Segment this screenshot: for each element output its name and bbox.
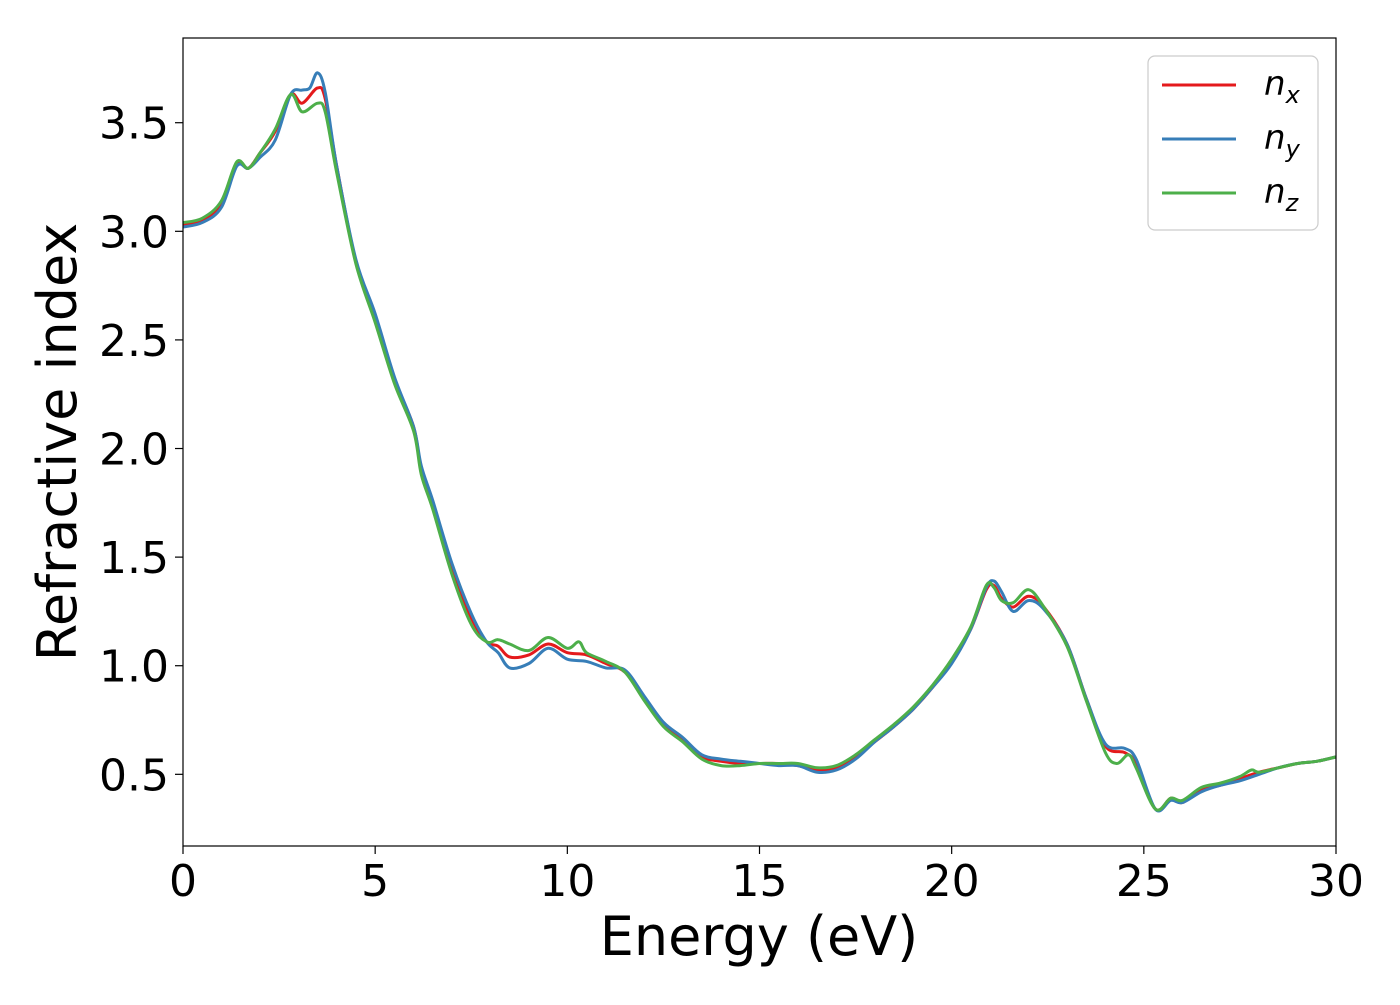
x-tick-label: 15	[732, 856, 788, 907]
series-line-y	[183, 71, 1336, 813]
y-axis-label: Refractive index	[26, 223, 89, 662]
y-tick-label: 3.5	[99, 99, 169, 150]
y-tick-label: 1.5	[99, 533, 169, 584]
x-tick-label: 30	[1308, 856, 1364, 907]
y-tick-label: 2.0	[99, 425, 169, 476]
x-tick-label: 5	[361, 856, 389, 907]
series-layer	[183, 71, 1336, 813]
x-tick-label: 0	[169, 856, 197, 907]
series-line-z	[183, 92, 1336, 812]
legend-label-z: nz	[1264, 172, 1300, 217]
legend-label-y: ny	[1264, 118, 1301, 163]
x-tick-label: 25	[1116, 856, 1172, 907]
x-tick-label: 20	[924, 856, 980, 907]
y-axis-ticks: 0.5 1.0 1.5 2.0 2.5 3.0 3.5	[99, 99, 183, 801]
y-tick-label: 2.5	[99, 316, 169, 367]
legend-box	[1147, 55, 1319, 231]
legend-items: nx ny nz	[1162, 64, 1301, 217]
x-axis-ticks: 0 5 10 15 20 25 30	[169, 846, 1364, 907]
y-tick-label: 0.5	[99, 750, 169, 801]
y-tick-label: 1.0	[99, 642, 169, 693]
legend-label-x: nx	[1264, 64, 1301, 109]
x-axis-label: Energy (eV)	[600, 905, 919, 968]
legend: nx ny nz	[1147, 55, 1319, 231]
x-tick-label: 10	[539, 856, 595, 907]
y-tick-label: 3.0	[99, 207, 169, 258]
